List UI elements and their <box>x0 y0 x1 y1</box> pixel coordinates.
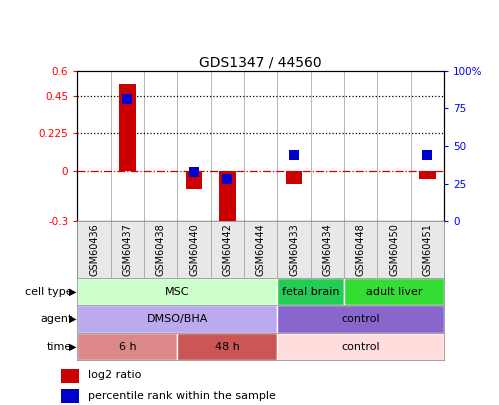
Text: time: time <box>47 342 72 352</box>
Point <box>424 152 432 158</box>
Point <box>224 176 232 182</box>
Text: GSM60434: GSM60434 <box>322 223 332 275</box>
Text: ▶: ▶ <box>69 314 76 324</box>
Bar <box>61 369 79 383</box>
Bar <box>277 278 344 305</box>
Bar <box>219 171 236 224</box>
Text: percentile rank within the sample: percentile rank within the sample <box>88 391 276 401</box>
Bar <box>77 278 277 305</box>
Text: GSM60433: GSM60433 <box>289 223 299 275</box>
Bar <box>286 171 302 184</box>
Text: 48 h: 48 h <box>215 342 240 352</box>
Text: GSM60437: GSM60437 <box>122 223 132 276</box>
Title: GDS1347 / 44560: GDS1347 / 44560 <box>200 56 322 70</box>
Bar <box>77 305 277 333</box>
Text: control: control <box>341 314 380 324</box>
Bar <box>177 333 277 360</box>
Point <box>190 168 198 175</box>
Text: fetal brain: fetal brain <box>282 287 339 296</box>
Bar <box>77 333 177 360</box>
Text: GSM60448: GSM60448 <box>356 223 366 275</box>
Text: MSC: MSC <box>165 287 190 296</box>
Text: adult liver: adult liver <box>366 287 422 296</box>
Point <box>123 96 131 102</box>
Text: 6 h: 6 h <box>119 342 136 352</box>
Text: ▶: ▶ <box>69 287 76 296</box>
Text: agent: agent <box>40 314 72 324</box>
Text: log2 ratio: log2 ratio <box>88 371 142 380</box>
Bar <box>119 84 136 171</box>
Bar <box>277 305 444 333</box>
Text: GSM60444: GSM60444 <box>255 223 266 275</box>
Text: GSM60440: GSM60440 <box>189 223 199 275</box>
Bar <box>186 171 203 190</box>
Bar <box>277 333 444 360</box>
Bar <box>61 389 79 403</box>
Text: control: control <box>341 342 380 352</box>
Text: cell type: cell type <box>25 287 72 296</box>
Point <box>290 152 298 158</box>
Text: GSM60451: GSM60451 <box>423 223 433 276</box>
Text: GSM60436: GSM60436 <box>89 223 99 275</box>
Text: GSM60438: GSM60438 <box>156 223 166 275</box>
Bar <box>344 278 444 305</box>
Text: ▶: ▶ <box>69 342 76 352</box>
Text: GSM60450: GSM60450 <box>389 223 399 276</box>
Text: GSM60442: GSM60442 <box>223 223 233 276</box>
Bar <box>419 171 436 179</box>
Text: DMSO/BHA: DMSO/BHA <box>147 314 208 324</box>
